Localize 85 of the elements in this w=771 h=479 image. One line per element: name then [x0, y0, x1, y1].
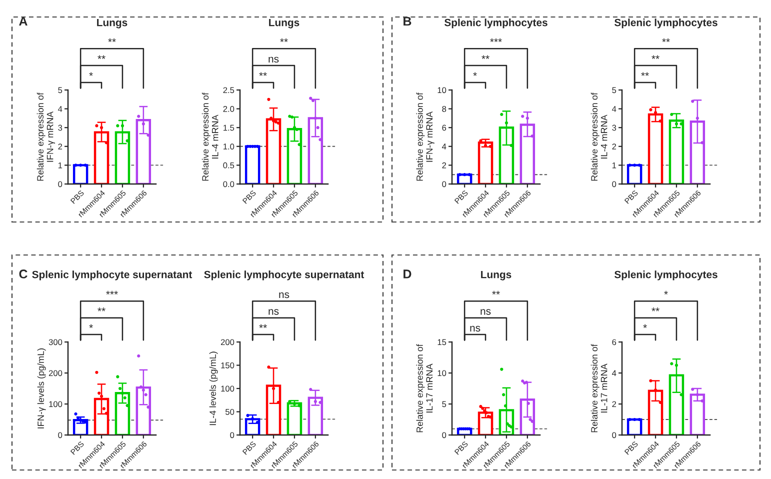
y-tick-label: 1.5 [223, 124, 234, 131]
text: * [89, 324, 93, 328]
y-axis-title: Relative expression of IL-4 mRNA [202, 92, 218, 181]
text: A [19, 16, 28, 26]
chart-title: Splenic lymphocyte supernatant [32, 270, 192, 280]
text: ns [268, 56, 279, 63]
text: ** [652, 55, 660, 59]
y-tick-label: 10 [438, 87, 446, 94]
text: *** [490, 38, 502, 42]
text: ns [470, 326, 480, 332]
text: ns [268, 309, 279, 315]
y-axis-title: Relative expression of IFN-γ mRNA [36, 92, 56, 181]
y-tick-label: 2.5 [223, 87, 234, 94]
y-tick-label: 100 [221, 386, 234, 392]
y-tick-label: 0.0 [223, 181, 234, 188]
y-tick-label: 0 [442, 432, 446, 438]
y-tick-label: 2 [442, 162, 446, 168]
y-tick-label: 0 [58, 432, 62, 438]
text: ** [98, 308, 106, 312]
text: B [404, 16, 412, 26]
y-tick-label: 0 [612, 432, 616, 438]
text: ns [480, 309, 491, 315]
y-tick-label: 4 [612, 106, 616, 112]
y-tick-label: 0 [612, 181, 616, 188]
y-tick-label: 100 [49, 401, 62, 408]
chart-title: Lungs [269, 18, 300, 28]
text: ** [98, 55, 106, 59]
y-tick-label: 2 [58, 144, 62, 150]
y-axis-title: IL-4 levels (pg/mL) [209, 352, 218, 426]
y-tick-label: 5 [612, 87, 616, 94]
y-tick-label: 1.0 [223, 144, 234, 150]
text: * [664, 290, 668, 294]
text: *** [106, 290, 118, 294]
text: ** [280, 38, 288, 42]
text: ** [492, 290, 500, 294]
y-tick-label: 0 [442, 181, 446, 188]
y-tick-label: 3 [612, 124, 616, 131]
y-tick-label: 4 [612, 370, 616, 376]
y-tick-label: 0 [230, 432, 234, 438]
y-tick-label: 3 [58, 124, 62, 131]
chart-title: Splenic lymphocyte supernatant [204, 270, 364, 280]
y-tick-label: 300 [48, 339, 62, 346]
text: * [89, 72, 93, 76]
y-tick-label: 200 [48, 370, 62, 376]
chart-title: Splenic lymphocytes [444, 18, 548, 28]
y-tick-label: 2 [612, 144, 616, 150]
y-tick-label: 0 [58, 181, 62, 188]
chart-title: Splenic lymphocytes [614, 18, 718, 28]
y-tick-label: 5 [442, 401, 446, 408]
text: ** [641, 72, 649, 76]
text: ns [279, 292, 290, 298]
y-tick-label: 5 [58, 87, 62, 94]
y-tick-label: 1 [58, 162, 62, 168]
y-axis-title: IFN-γ levels (pg/mL) [37, 348, 46, 428]
text: ** [259, 72, 267, 76]
y-tick-label: 50 [226, 408, 234, 415]
y-tick-label: 0.5 [223, 162, 234, 168]
y-tick-label: 6 [442, 124, 446, 131]
y-tick-label: 15 [438, 339, 446, 346]
y-tick-label: 4 [442, 144, 446, 150]
text: * [643, 324, 647, 328]
y-tick-label: 2 [612, 401, 616, 408]
y-axis-title: Relative expression of IL-17 mRNA [590, 344, 608, 432]
y-axis-title: Relative expression of IL-4 mRNA [590, 92, 608, 181]
y-tick-label: 200 [220, 339, 234, 346]
y-tick-label: 4 [58, 106, 62, 112]
y-tick-label: 8 [442, 106, 446, 112]
text: ** [259, 324, 267, 328]
y-axis-title: Relative expression of IFN-γ mRNA [416, 92, 434, 181]
y-tick-label: 1 [612, 162, 616, 168]
chart-title: Splenic lymphocytes [614, 270, 718, 280]
y-tick-label: 10 [438, 370, 446, 376]
text: C [19, 270, 28, 278]
text: * [473, 72, 477, 76]
y-tick-label: 2.0 [223, 106, 234, 112]
y-tick-label: 150 [221, 362, 234, 368]
chart-title: Lungs [97, 18, 128, 28]
text: ** [662, 38, 670, 42]
text: ** [652, 308, 660, 312]
text: D [404, 270, 412, 278]
chart-title: Lungs [481, 270, 512, 280]
y-axis-title: Relative expression of IL-17 mRNA [416, 344, 433, 432]
text: ** [108, 38, 116, 42]
y-tick-label: 6 [612, 339, 616, 346]
text: ** [482, 55, 490, 59]
